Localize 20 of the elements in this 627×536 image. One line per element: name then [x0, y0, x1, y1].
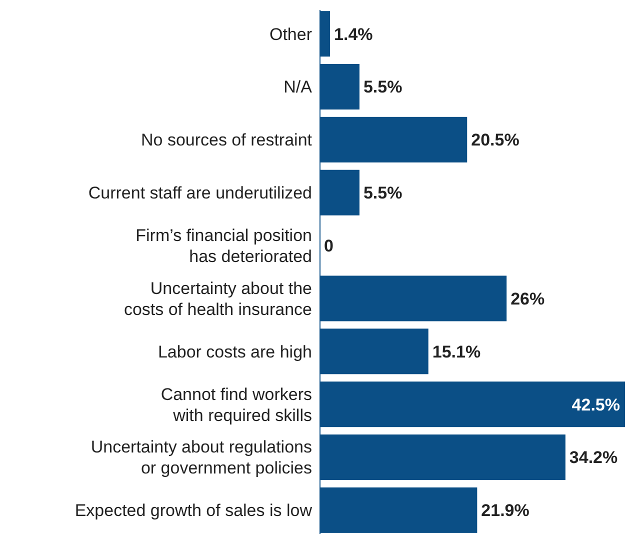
- y-tick-label: Labor costs are high: [158, 342, 312, 362]
- data-label: 20.5%: [471, 130, 520, 150]
- data-label: 42.5%: [572, 395, 620, 414]
- data-label: 0: [324, 236, 334, 256]
- y-tick-label: No sources of restraint: [140, 130, 312, 150]
- y-tick-label: N/A: [284, 78, 313, 97]
- data-label: 15.1%: [432, 342, 481, 362]
- data-label: 34.2%: [569, 448, 618, 468]
- data-label: 21.9%: [481, 501, 530, 520]
- data-label: 5.5%: [363, 78, 402, 97]
- y-tick-label: Other: [269, 24, 312, 44]
- y-tick-label: Expected growth of sales is low: [74, 501, 313, 520]
- data-label: 1.4%: [334, 24, 373, 44]
- y-tick-label: Current staff are underutilized: [88, 184, 312, 203]
- y-tick-label: Uncertainty about the costs of health insurance: [124, 278, 312, 319]
- y-tick-label: Firm’s financial position has deteriorated: [136, 226, 312, 266]
- data-label: 5.5%: [363, 184, 402, 203]
- y-tick-label: Uncertainty about regulations or government policies: [90, 438, 312, 478]
- data-label: 26%: [510, 289, 545, 308]
- y-tick-label: Cannot find workers with required skills: [160, 384, 312, 425]
